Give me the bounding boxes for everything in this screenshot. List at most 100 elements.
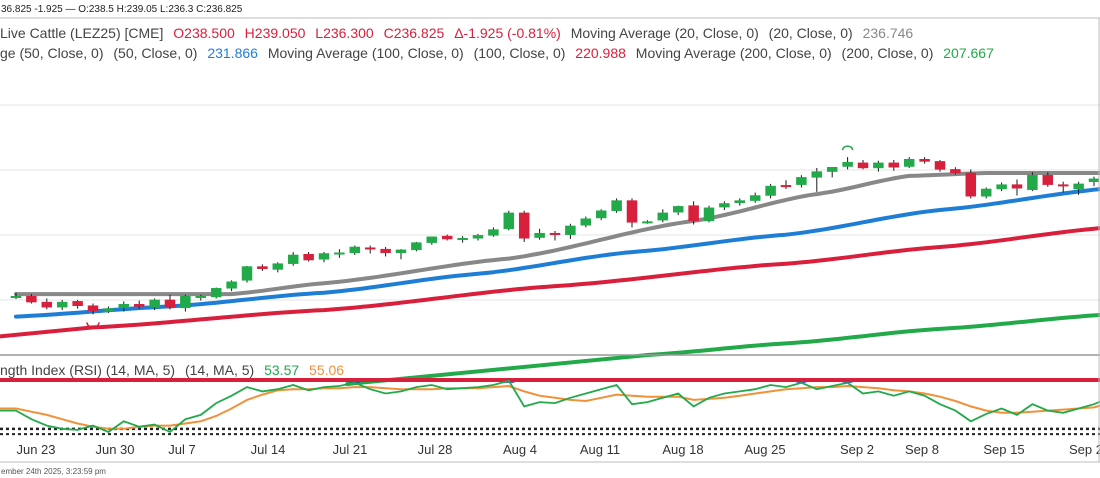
candle[interactable] bbox=[287, 252, 299, 266]
candle-body bbox=[103, 308, 114, 312]
candle[interactable] bbox=[503, 210, 515, 231]
candle[interactable] bbox=[980, 187, 992, 199]
ma20-label: Moving Average (20, Close, 0) bbox=[571, 25, 759, 41]
candle-body bbox=[380, 248, 391, 254]
candle[interactable] bbox=[611, 198, 622, 213]
candle[interactable] bbox=[996, 182, 1007, 192]
candle[interactable] bbox=[72, 299, 83, 309]
candle[interactable] bbox=[857, 159, 869, 170]
candle-body bbox=[210, 288, 222, 298]
candle[interactable] bbox=[180, 294, 191, 312]
candle[interactable] bbox=[426, 236, 438, 245]
candle[interactable] bbox=[826, 166, 838, 178]
candle[interactable] bbox=[518, 210, 530, 242]
candle[interactable] bbox=[195, 294, 207, 301]
candle[interactable] bbox=[965, 169, 977, 199]
candle[interactable] bbox=[642, 220, 653, 224]
candle-body bbox=[257, 266, 268, 269]
candle-body bbox=[303, 253, 314, 261]
candle[interactable] bbox=[565, 223, 576, 239]
candle[interactable] bbox=[272, 262, 284, 273]
candle[interactable] bbox=[149, 298, 160, 311]
candle[interactable] bbox=[380, 246, 391, 257]
candle[interactable] bbox=[719, 201, 730, 210]
ma100-label: Moving Average (100, Close, 0) bbox=[268, 45, 464, 61]
candle[interactable] bbox=[226, 280, 237, 292]
candle[interactable] bbox=[26, 294, 37, 304]
candle[interactable] bbox=[56, 299, 68, 311]
candle-body bbox=[472, 235, 484, 239]
candle[interactable] bbox=[1011, 179, 1023, 196]
candle[interactable] bbox=[950, 167, 961, 175]
candle-body bbox=[272, 263, 284, 270]
candle[interactable] bbox=[811, 167, 823, 192]
swing-markers bbox=[86, 145, 854, 329]
candle[interactable] bbox=[1027, 172, 1038, 192]
candlestick-series[interactable] bbox=[10, 157, 1100, 315]
candle[interactable] bbox=[472, 233, 484, 241]
candle[interactable] bbox=[842, 157, 853, 170]
candle[interactable] bbox=[796, 175, 807, 188]
candle[interactable] bbox=[1073, 181, 1084, 195]
candle-body bbox=[780, 185, 792, 188]
candle[interactable] bbox=[303, 252, 314, 262]
rsi-ma-value: 55.06 bbox=[309, 362, 344, 378]
candle[interactable] bbox=[210, 287, 222, 299]
candle[interactable] bbox=[688, 201, 699, 225]
candle[interactable] bbox=[395, 249, 407, 260]
candle-body bbox=[950, 169, 961, 174]
candle[interactable] bbox=[919, 157, 930, 164]
candle-body bbox=[1027, 174, 1038, 190]
candle[interactable] bbox=[534, 228, 545, 240]
candle[interactable] bbox=[595, 209, 607, 221]
candle[interactable] bbox=[934, 159, 946, 172]
candle[interactable] bbox=[103, 306, 114, 313]
candle[interactable] bbox=[318, 252, 330, 263]
candle[interactable] bbox=[133, 300, 145, 309]
candle[interactable] bbox=[873, 160, 884, 172]
candle[interactable] bbox=[1042, 172, 1054, 187]
price-legend-row-1: Live Cattle (LEZ25) [CME] O238.500 H239.… bbox=[0, 25, 913, 41]
candle[interactable] bbox=[903, 157, 915, 168]
candle[interactable] bbox=[257, 264, 268, 271]
candle-body bbox=[133, 304, 145, 307]
candle[interactable] bbox=[411, 241, 422, 252]
candle[interactable] bbox=[765, 183, 776, 199]
candle[interactable] bbox=[241, 265, 253, 283]
candle-body bbox=[241, 266, 253, 281]
candle[interactable] bbox=[734, 198, 746, 206]
candle[interactable] bbox=[87, 303, 99, 315]
candle-body bbox=[534, 232, 545, 238]
candle[interactable] bbox=[580, 216, 592, 228]
candle[interactable] bbox=[703, 205, 715, 223]
rsi-line bbox=[0, 379, 1100, 434]
candle[interactable] bbox=[334, 249, 345, 258]
candle[interactable] bbox=[780, 180, 792, 189]
candle-body bbox=[195, 296, 207, 299]
x-tick-label: Sep 2 bbox=[840, 442, 874, 457]
candle-body bbox=[996, 184, 1007, 190]
candle[interactable] bbox=[488, 227, 499, 237]
high-value: H239.050 bbox=[245, 25, 306, 41]
candle[interactable] bbox=[41, 298, 53, 310]
candle[interactable] bbox=[749, 192, 761, 203]
candle[interactable] bbox=[10, 292, 22, 300]
x-tick-label: Jul 21 bbox=[333, 442, 368, 457]
candle[interactable] bbox=[1057, 181, 1069, 193]
candle-body bbox=[41, 301, 53, 308]
candle[interactable] bbox=[164, 294, 176, 310]
candle[interactable] bbox=[626, 198, 638, 228]
candle[interactable] bbox=[364, 245, 376, 254]
candle-body bbox=[765, 185, 776, 196]
candle[interactable] bbox=[657, 209, 669, 223]
x-tick-label: Aug 18 bbox=[662, 442, 703, 457]
candle-body bbox=[811, 171, 823, 178]
candle[interactable] bbox=[672, 205, 684, 216]
candle[interactable] bbox=[349, 245, 361, 255]
candle[interactable] bbox=[549, 231, 561, 241]
candle[interactable] bbox=[457, 236, 468, 243]
candle[interactable] bbox=[441, 234, 453, 241]
candle[interactable] bbox=[118, 301, 130, 312]
candle[interactable] bbox=[888, 159, 900, 171]
